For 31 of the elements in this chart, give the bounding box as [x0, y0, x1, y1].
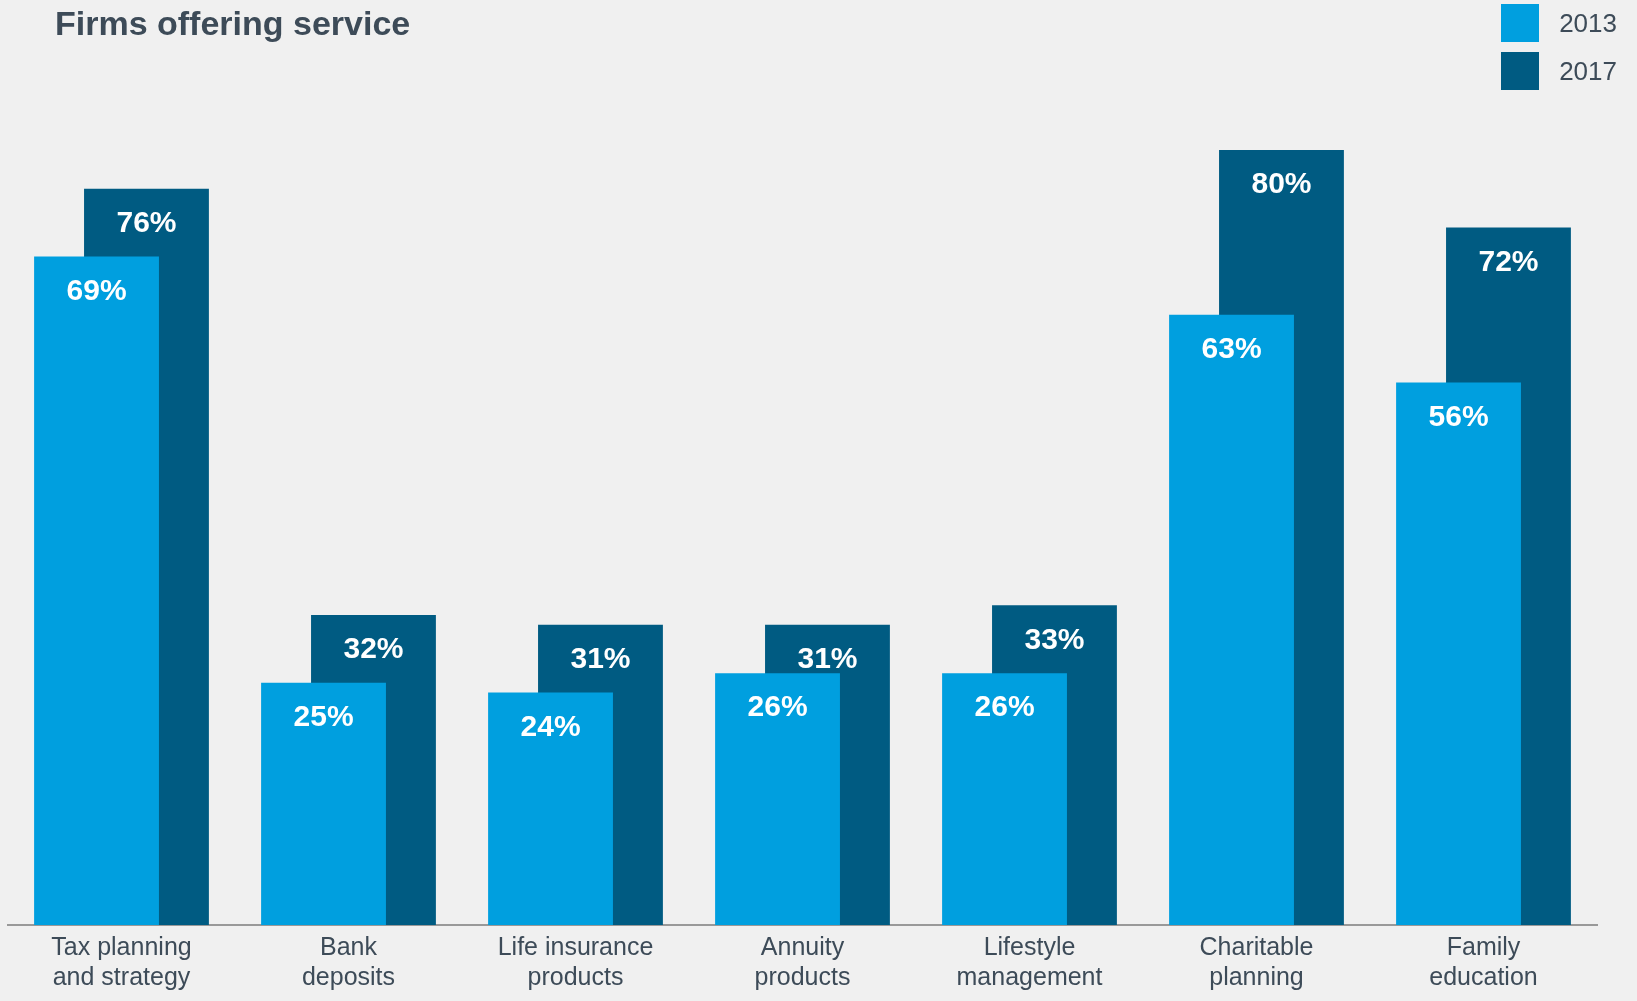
data-label: 63% [1201, 330, 1262, 364]
data-label: 76% [116, 205, 177, 239]
data-label: 80% [1251, 166, 1312, 200]
data-label: 31% [797, 640, 858, 674]
data-label: 25% [293, 699, 354, 733]
data-label: 56% [1428, 398, 1489, 432]
bar [488, 692, 613, 925]
data-label: 32% [343, 631, 404, 665]
x-tick-label: Charitable planning [1199, 931, 1314, 990]
data-label: 72% [1478, 243, 1539, 277]
legend-label: 2013 [1559, 7, 1617, 39]
bar [34, 256, 159, 925]
x-tick-label: Life insurance products [497, 931, 654, 990]
legend-label: 2017 [1559, 55, 1617, 87]
chart-title: Firms offering service [55, 4, 411, 43]
x-tick-label: Tax planning and strategy [51, 931, 192, 990]
x-tick-label: Family education [1429, 931, 1538, 990]
bar [261, 682, 386, 925]
bar [942, 673, 1067, 925]
bar [715, 673, 840, 925]
data-label: 31% [570, 640, 631, 674]
data-label: 33% [1024, 621, 1085, 655]
data-label: 26% [747, 689, 808, 723]
bar [1169, 314, 1294, 925]
data-label: 26% [974, 689, 1035, 723]
x-tick-label: Lifestyle management [956, 931, 1103, 990]
bar [1396, 382, 1521, 925]
data-label: 69% [66, 272, 127, 306]
x-tick-label: Annuity products [754, 931, 851, 990]
data-label: 24% [520, 708, 581, 742]
x-tick-label: Bank deposits [301, 931, 396, 990]
